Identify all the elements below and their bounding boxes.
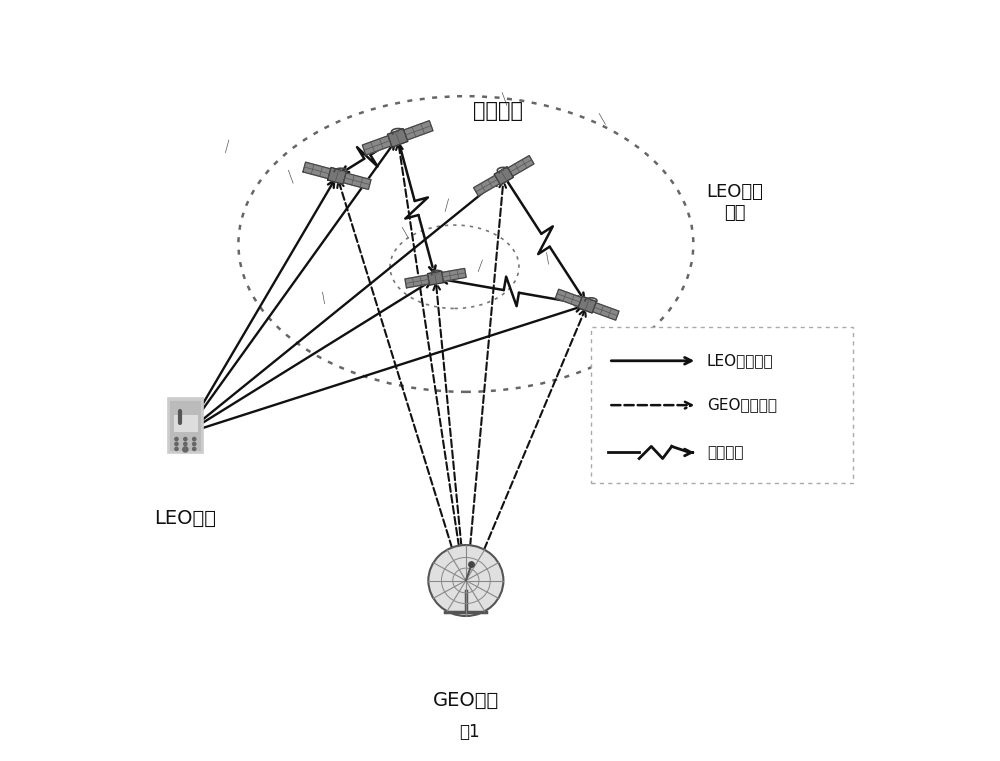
FancyBboxPatch shape [591, 327, 853, 483]
Polygon shape [405, 275, 429, 288]
Circle shape [175, 438, 178, 441]
Circle shape [175, 442, 178, 446]
Ellipse shape [428, 545, 503, 616]
Polygon shape [387, 129, 408, 147]
Text: GEO用户: GEO用户 [433, 692, 499, 710]
Circle shape [193, 447, 196, 451]
Text: LEO卫星
编队: LEO卫星 编队 [707, 183, 763, 221]
Polygon shape [362, 135, 392, 155]
Polygon shape [555, 289, 582, 307]
Circle shape [193, 442, 196, 446]
Circle shape [469, 562, 474, 567]
Text: 星间链路: 星间链路 [707, 445, 743, 460]
Circle shape [175, 447, 178, 451]
Circle shape [184, 447, 187, 451]
Polygon shape [508, 155, 534, 176]
Text: GEO用户信号: GEO用户信号 [707, 398, 777, 412]
Text: LEO用户信号: LEO用户信号 [707, 353, 774, 368]
Polygon shape [442, 269, 466, 282]
Bar [170, 401, 200, 450]
Circle shape [193, 438, 196, 441]
Text: 图1: 图1 [459, 723, 480, 740]
Polygon shape [578, 296, 596, 313]
Circle shape [183, 447, 188, 452]
Polygon shape [474, 175, 500, 196]
Polygon shape [593, 303, 619, 320]
Polygon shape [343, 173, 371, 189]
Text: LEO用户: LEO用户 [154, 509, 216, 528]
Polygon shape [303, 162, 331, 179]
Polygon shape [494, 167, 513, 185]
Bar [168, 398, 203, 453]
Polygon shape [328, 167, 346, 184]
Bar [174, 416, 197, 431]
Polygon shape [428, 271, 444, 285]
Text: 中心卫星: 中心卫星 [473, 101, 523, 121]
Circle shape [184, 442, 187, 446]
Circle shape [184, 438, 187, 441]
Polygon shape [404, 121, 433, 140]
